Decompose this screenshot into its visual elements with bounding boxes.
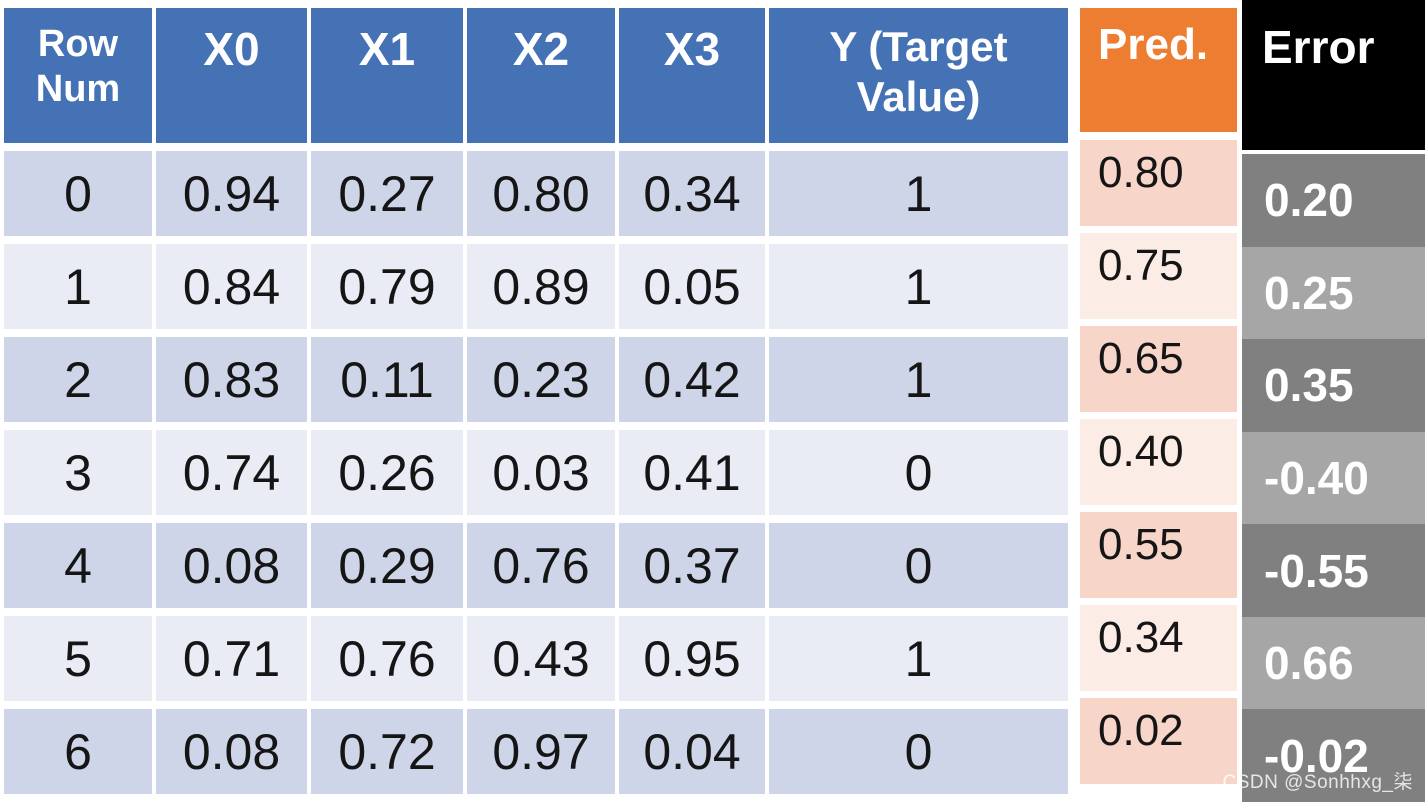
cell-x3: 0.95 (619, 616, 765, 701)
error-value-cell: 0.66 (1242, 616, 1425, 710)
cell-y-target: 1 (769, 151, 1068, 236)
cell-y-target: 1 (769, 337, 1068, 422)
table-row: 1 0.84 0.79 0.89 0.05 1 (4, 244, 1068, 329)
cell-y-target: 0 (769, 523, 1068, 608)
pred-value-cell: 0.80 (1080, 140, 1237, 226)
cell-x2: 0.97 (467, 709, 615, 794)
cell-x0: 0.83 (156, 337, 307, 422)
cell-x1: 0.72 (311, 709, 463, 794)
cell-x1: 0.26 (311, 430, 463, 515)
pred-value-cell: 0.02 (1080, 698, 1237, 784)
pred-value-cell: 0.75 (1080, 233, 1237, 319)
column-header-label: X3 (663, 23, 721, 75)
column-header-label: X1 (358, 23, 416, 75)
pred-column-header-label: Pred. (1098, 20, 1209, 69)
column-header-label: X2 (512, 23, 570, 75)
cell-x3: 0.05 (619, 244, 765, 329)
cell-x0: 0.71 (156, 616, 307, 701)
cell-row-num: 4 (4, 523, 152, 608)
cell-x0: 0.08 (156, 709, 307, 794)
cell-x0: 0.74 (156, 430, 307, 515)
column-header-label: Y (Target Value) (829, 23, 1008, 120)
table-row: 4 0.08 0.29 0.76 0.37 0 (4, 523, 1068, 608)
cell-row-num: 6 (4, 709, 152, 794)
csdn-watermark: CSDN @Sonhhxg_柒 (1222, 772, 1413, 793)
cell-x2: 0.89 (467, 244, 615, 329)
cell-x3: 0.41 (619, 430, 765, 515)
cell-x1: 0.11 (311, 337, 463, 422)
cell-x0: 0.94 (156, 151, 307, 236)
cell-x1: 0.76 (311, 616, 463, 701)
column-header-y-target: Y (Target Value) (769, 8, 1068, 143)
cell-x3: 0.34 (619, 151, 765, 236)
cell-row-num: 3 (4, 430, 152, 515)
cell-x1: 0.79 (311, 244, 463, 329)
pred-value-cell: 0.34 (1080, 605, 1237, 691)
column-header-row-num: Row Num (4, 8, 152, 143)
prediction-column: Pred. 0.80 0.75 0.65 0.40 0.55 0.34 0.02 (1080, 0, 1237, 802)
cell-y-target: 0 (769, 430, 1068, 515)
column-header-label: X0 (203, 23, 260, 75)
error-value-cell: -0.55 (1242, 524, 1425, 617)
table-row: 3 0.74 0.26 0.03 0.41 0 (4, 430, 1068, 515)
feature-table-body: 0 0.94 0.27 0.80 0.34 1 1 0.84 0.79 0.89 0.05 1 2 0.8… (4, 151, 1068, 794)
cell-x1: 0.27 (311, 151, 463, 236)
cell-x1: 0.29 (311, 523, 463, 608)
pred-value-cell: 0.65 (1080, 326, 1237, 412)
pred-value-cell: 0.55 (1080, 512, 1237, 598)
feature-table: Row Num X0 X1 X2 X3 Y (Target Value) 0 0.… (4, 8, 1068, 794)
cell-row-num: 5 (4, 616, 152, 701)
table-row: 6 0.08 0.72 0.97 0.04 0 (4, 709, 1068, 794)
error-value-cell: 0.25 (1242, 246, 1425, 340)
column-header-x0: X0 (156, 8, 307, 143)
cell-row-num: 2 (4, 337, 152, 422)
cell-y-target: 1 (769, 616, 1068, 701)
feature-table-header: Row Num X0 X1 X2 X3 Y (Target Value) (4, 8, 1068, 143)
column-header-x1: X1 (311, 8, 463, 143)
column-header-label: Row Num (35, 23, 121, 110)
cell-y-target: 0 (769, 709, 1068, 794)
cell-x2: 0.80 (467, 151, 615, 236)
table-row: 2 0.83 0.11 0.23 0.42 1 (4, 337, 1068, 422)
error-column-header-label: Error (1262, 21, 1375, 73)
cell-x3: 0.04 (619, 709, 765, 794)
pred-column-body: 0.80 0.75 0.65 0.40 0.55 0.34 0.02 (1080, 140, 1237, 784)
error-column-body: 0.20 0.25 0.35 -0.40 -0.55 0.66 -0.02 (1242, 154, 1425, 802)
column-header-x3: X3 (619, 8, 765, 143)
cell-x2: 0.76 (467, 523, 615, 608)
cell-x3: 0.42 (619, 337, 765, 422)
cell-x0: 0.84 (156, 244, 307, 329)
table-row: 0 0.94 0.27 0.80 0.34 1 (4, 151, 1068, 236)
cell-x2: 0.03 (467, 430, 615, 515)
cell-x2: 0.43 (467, 616, 615, 701)
cell-y-target: 1 (769, 244, 1068, 329)
cell-x0: 0.08 (156, 523, 307, 608)
cell-x3: 0.37 (619, 523, 765, 608)
error-value-cell: -0.02 (1242, 709, 1425, 802)
error-column: Error 0.20 0.25 0.35 -0.40 -0.55 0.66 -0.02 (1242, 0, 1425, 802)
error-column-header: Error (1242, 0, 1425, 150)
pred-column-header: Pred. (1080, 8, 1237, 132)
error-value-cell: -0.40 (1242, 431, 1425, 525)
column-header-x2: X2 (467, 8, 615, 143)
pred-value-cell: 0.40 (1080, 419, 1237, 505)
cell-row-num: 0 (4, 151, 152, 236)
cell-x2: 0.23 (467, 337, 615, 422)
cell-row-num: 1 (4, 244, 152, 329)
error-value-cell: 0.35 (1242, 339, 1425, 432)
table-row: 5 0.71 0.76 0.43 0.95 1 (4, 616, 1068, 701)
error-value-cell: 0.20 (1242, 154, 1425, 247)
